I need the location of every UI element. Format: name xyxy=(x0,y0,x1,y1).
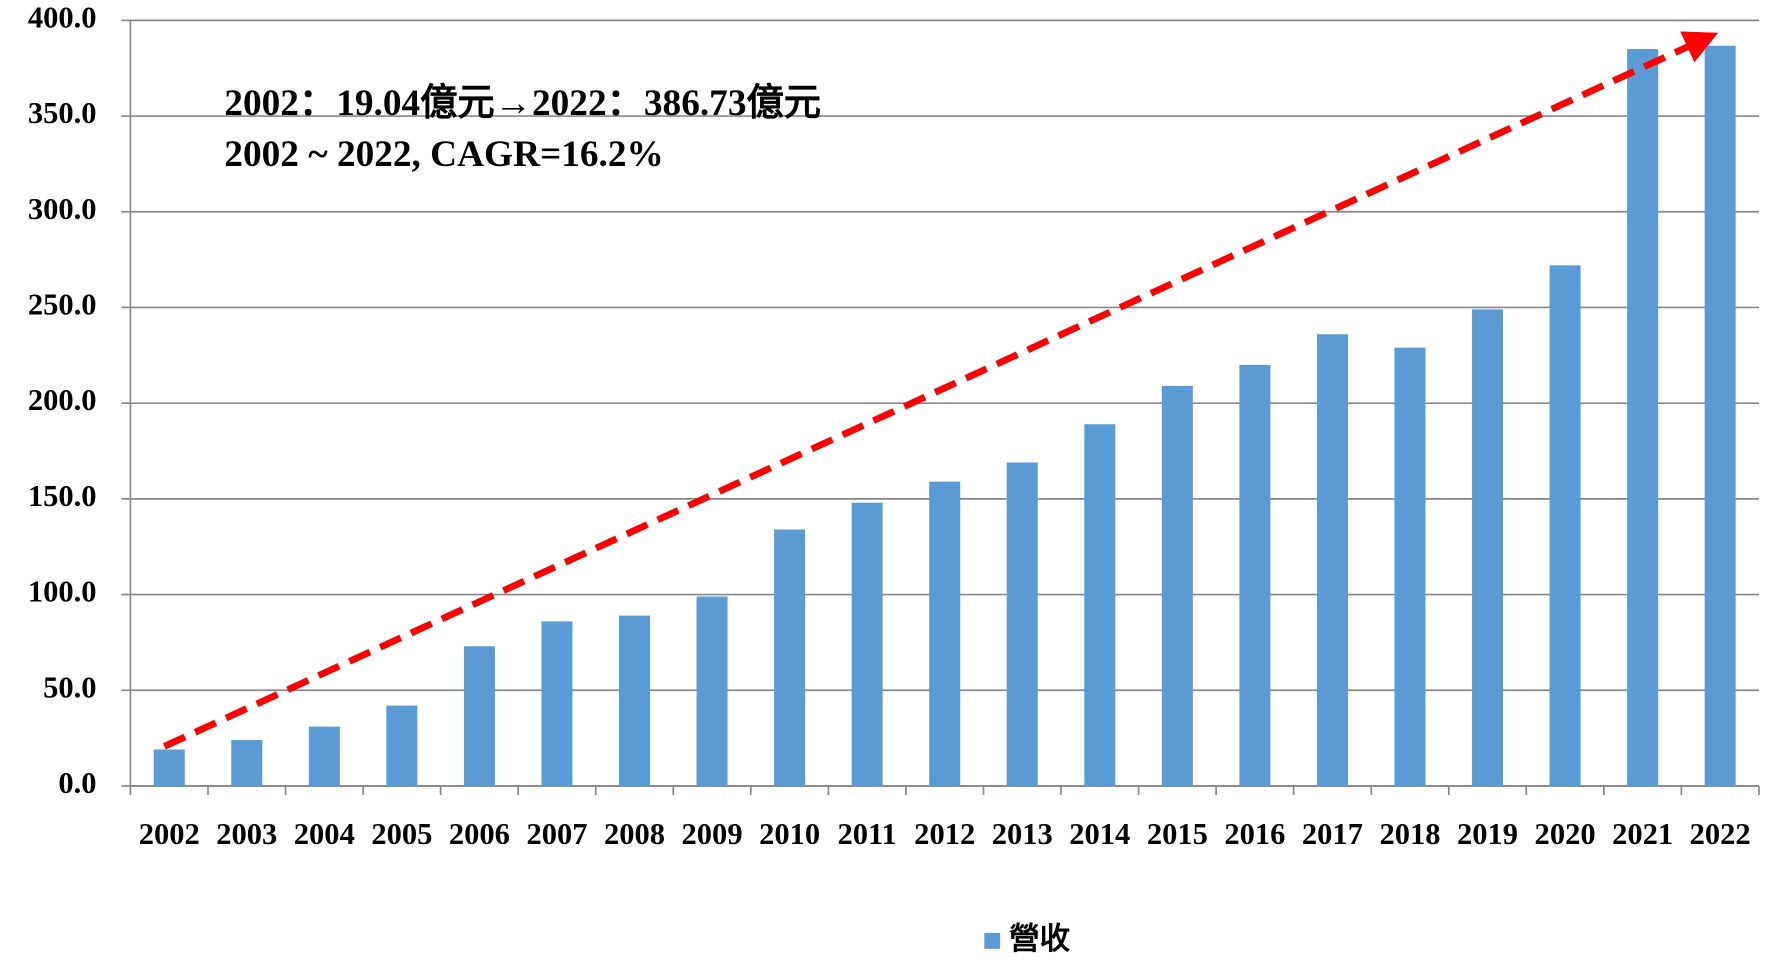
x-tick-label: 2018 xyxy=(1379,817,1440,851)
x-tick-label: 2006 xyxy=(449,817,510,851)
y-tick-label: 150.0 xyxy=(28,479,97,513)
bar xyxy=(1084,424,1116,786)
x-tick-label: 2008 xyxy=(604,817,665,851)
bar xyxy=(1006,462,1038,786)
bar xyxy=(929,481,961,786)
bar xyxy=(1549,265,1581,786)
x-tick-label: 2017 xyxy=(1302,817,1363,851)
x-tick-label: 2019 xyxy=(1457,817,1518,851)
y-tick-label: 300.0 xyxy=(28,192,97,226)
legend-label: 營收 xyxy=(1009,922,1071,956)
x-tick-label: 2016 xyxy=(1224,817,1285,851)
bar xyxy=(308,726,340,786)
x-tick-label: 2015 xyxy=(1147,817,1208,851)
bar xyxy=(1394,347,1426,786)
x-tick-label: 2020 xyxy=(1535,817,1596,851)
x-tick-label: 2009 xyxy=(682,817,743,851)
bar xyxy=(1627,49,1659,786)
annotation: 2002：19.04億元→2022：386.73億元 xyxy=(224,82,821,124)
x-tick-label: 2007 xyxy=(526,817,587,851)
bar xyxy=(851,502,883,786)
x-tick-label: 2005 xyxy=(371,817,432,851)
x-tick-label: 2021 xyxy=(1612,817,1673,851)
x-tick-label: 2014 xyxy=(1069,817,1130,851)
y-tick-label: 350.0 xyxy=(28,96,97,130)
y-tick-label: 400.0 xyxy=(28,0,97,34)
y-tick-label: 100.0 xyxy=(28,575,97,609)
y-tick-label: 200.0 xyxy=(28,383,97,417)
x-tick-label: 2022 xyxy=(1690,817,1751,851)
x-tick-label: 2011 xyxy=(837,817,896,851)
bar xyxy=(1472,309,1504,786)
legend-swatch xyxy=(984,932,1001,949)
x-tick-label: 2010 xyxy=(759,817,820,851)
y-tick-label: 0.0 xyxy=(58,766,96,800)
x-tick-label: 2003 xyxy=(216,817,277,851)
y-tick-label: 50.0 xyxy=(43,670,96,704)
bar xyxy=(153,749,185,786)
x-tick-label: 2012 xyxy=(914,817,975,851)
bar xyxy=(1704,45,1736,786)
bar xyxy=(386,705,418,786)
y-tick-label: 250.0 xyxy=(28,287,97,321)
bar xyxy=(619,615,651,786)
x-tick-label: 2013 xyxy=(992,817,1053,851)
bar xyxy=(1316,334,1348,786)
bar xyxy=(696,596,728,786)
annotation: 2002 ~ 2022, CAGR=16.2% xyxy=(224,134,664,175)
bar xyxy=(541,621,573,786)
x-tick-label: 2002 xyxy=(139,817,200,851)
x-tick-label: 2004 xyxy=(294,817,355,851)
bar xyxy=(463,646,495,786)
bar xyxy=(1239,364,1271,786)
bar xyxy=(1161,385,1193,786)
bar xyxy=(774,529,806,786)
trend-arrow xyxy=(162,31,1719,750)
bar xyxy=(231,740,263,786)
